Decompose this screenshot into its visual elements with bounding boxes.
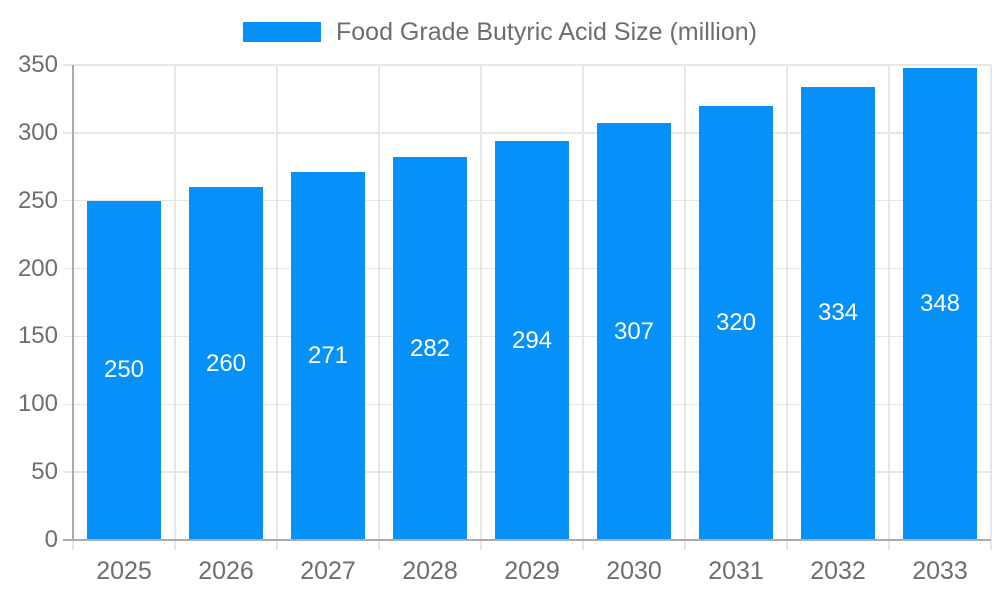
- x-gridline: [174, 65, 176, 550]
- bar-value-label: 271: [307, 342, 349, 370]
- bar[interactable]: [189, 187, 263, 540]
- bar-value-label: 307: [613, 317, 655, 345]
- bar[interactable]: [699, 105, 773, 540]
- y-gridline: [63, 132, 991, 134]
- bar[interactable]: [597, 123, 671, 540]
- y-axis-tick-label: 200: [17, 254, 58, 282]
- bar[interactable]: [393, 157, 467, 540]
- x-axis-tick-label: 2026: [198, 557, 254, 585]
- x-axis-tick-label: 2032: [810, 557, 866, 585]
- y-axis-tick-label: 300: [17, 118, 58, 146]
- legend-label: Food Grade Butyric Acid Size (million): [336, 18, 757, 46]
- x-gridline: [378, 65, 380, 550]
- bar[interactable]: [903, 67, 977, 540]
- y-axis-tick-label: 150: [17, 322, 58, 350]
- x-gridline: [786, 65, 788, 550]
- y-axis-tick-label: 350: [17, 51, 58, 78]
- bar[interactable]: [801, 86, 875, 540]
- bar[interactable]: [495, 141, 569, 540]
- y-axis-tick-label: 100: [17, 390, 58, 418]
- x-gridline: [684, 65, 686, 550]
- x-axis-tick-label: 2029: [504, 557, 560, 585]
- x-gridline: [480, 65, 482, 550]
- bar-value-label: 250: [103, 356, 145, 384]
- x-gridline: [276, 65, 278, 550]
- y-gridline: [63, 64, 991, 66]
- bar-value-label: 334: [817, 299, 859, 327]
- y-axis-line: [72, 65, 74, 540]
- x-axis-line: [63, 539, 991, 541]
- bar-value-label: 260: [205, 349, 247, 377]
- x-axis-tick-label: 2030: [606, 557, 662, 585]
- x-axis-tick-label: 2025: [96, 557, 152, 585]
- x-gridline: [990, 65, 992, 550]
- x-axis-tick-label: 2031: [708, 557, 764, 585]
- legend-item[interactable]: Food Grade Butyric Acid Size (million): [0, 18, 1000, 46]
- bar-value-label: 348: [919, 289, 961, 317]
- x-axis-tick-label: 2033: [912, 557, 968, 585]
- x-gridline: [582, 65, 584, 550]
- x-axis-tick-label: 2028: [402, 557, 458, 585]
- y-axis-tick-label: 0: [44, 526, 58, 553]
- y-axis-tick-label: 50: [31, 458, 58, 486]
- legend-swatch: [243, 22, 321, 42]
- bar-value-label: 282: [409, 334, 451, 362]
- x-axis-tick-label: 2027: [300, 557, 356, 585]
- bar-value-label: 294: [511, 326, 553, 354]
- y-axis-tick-label: 250: [17, 186, 58, 214]
- bar-value-label: 320: [715, 308, 757, 336]
- bar[interactable]: [87, 200, 161, 540]
- bar[interactable]: [291, 172, 365, 540]
- x-gridline: [888, 65, 890, 550]
